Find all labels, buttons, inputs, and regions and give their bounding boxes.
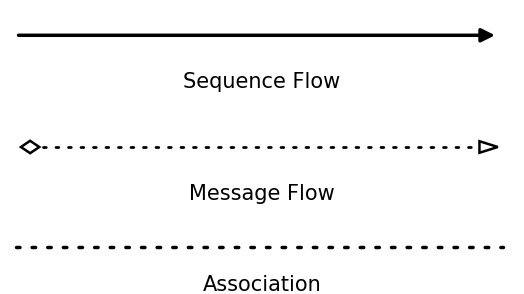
Text: Message Flow: Message Flow: [189, 184, 335, 204]
Text: Sequence Flow: Sequence Flow: [183, 72, 341, 92]
Text: Association: Association: [203, 275, 321, 294]
